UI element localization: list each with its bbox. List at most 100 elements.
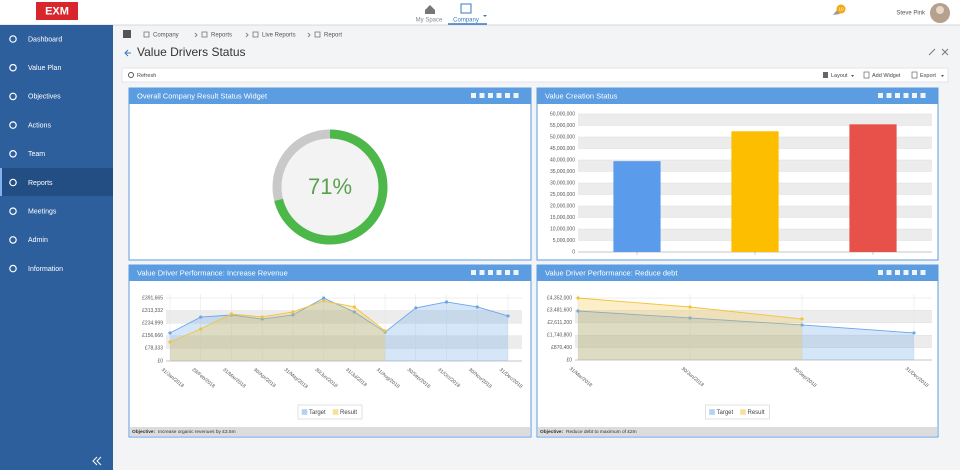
legend-label[interactable]: Result [748, 410, 765, 416]
y-tick-label: £0 [157, 358, 163, 364]
sidebar-icon[interactable] [9, 236, 17, 244]
y-tick-label: 0 [572, 249, 575, 255]
sidebar-icon[interactable] [9, 207, 17, 216]
sidebar-item[interactable]: Objectives [28, 94, 61, 101]
widget-tool-icon[interactable] [920, 270, 926, 275]
collapse-icon[interactable] [92, 456, 102, 466]
widget-tool-icon[interactable] [878, 270, 883, 275]
apps-icon[interactable] [123, 30, 131, 38]
sidebar-icon[interactable] [9, 264, 17, 273]
y-tick-label: 15,000,000 [550, 215, 575, 221]
widget-tool-icon[interactable] [505, 93, 510, 98]
refresh-icon[interactable] [128, 72, 134, 78]
y-tick-label: £313,332 [142, 308, 163, 314]
nav-company[interactable]: Company [453, 18, 479, 24]
crumb[interactable]: Report [324, 33, 342, 39]
legend-label[interactable]: Result [340, 410, 357, 416]
sidebar-item[interactable]: Admin [28, 237, 48, 244]
legend-swatch[interactable] [709, 409, 715, 415]
crumb[interactable]: Reports [211, 33, 232, 39]
widget-tool-icon[interactable] [479, 93, 485, 98]
sidebar-item[interactable]: Information [28, 266, 63, 273]
crumb[interactable]: Live Reports [262, 33, 296, 39]
widget-tool-icon[interactable] [496, 93, 502, 98]
bar [613, 161, 661, 252]
export-caret[interactable] [941, 75, 944, 77]
point [322, 299, 326, 303]
sidebar-item[interactable]: Actions [28, 122, 51, 129]
export-button[interactable]: Export [920, 73, 936, 79]
widget-tool-icon[interactable] [513, 93, 519, 98]
widget-tool-icon[interactable] [471, 270, 476, 275]
widget-tool-icon[interactable] [912, 93, 917, 98]
widget-tool-icon[interactable] [513, 270, 519, 275]
title-icons[interactable] [928, 48, 949, 56]
logo[interactable]: EXM [45, 5, 69, 17]
layout-icon[interactable] [823, 72, 828, 78]
bar [731, 131, 779, 252]
point [168, 331, 172, 335]
sidebar-item[interactable]: Meetings [28, 209, 57, 216]
widget-tool-icon[interactable] [886, 270, 892, 275]
nav-my-space[interactable]: My Space [416, 18, 443, 24]
sidebar-item[interactable]: Team [28, 151, 45, 158]
widget-tool-icon[interactable] [479, 270, 485, 275]
sidebar-icon[interactable] [9, 150, 17, 158]
crumb-icon [143, 31, 150, 38]
widget-tool-icon[interactable] [895, 270, 900, 275]
widget-tool-icon[interactable] [505, 270, 510, 275]
widget-tool-icon[interactable] [496, 270, 502, 275]
point [199, 327, 203, 331]
widgets: Overall Company Result Status Widget 71% V… [128, 87, 939, 438]
add-widget-button[interactable]: Add Widget [872, 73, 901, 79]
objective-text: Reduce debt to maximum of £2m [566, 429, 637, 435]
sidebar-icon[interactable] [9, 63, 17, 72]
point [383, 329, 387, 333]
widget-tool-icon[interactable] [903, 93, 909, 98]
company-icon[interactable] [460, 3, 472, 14]
widget-tool-icon[interactable] [488, 270, 493, 275]
bell-icon[interactable] [833, 10, 840, 15]
sidebar-item[interactable]: Dashboard [28, 36, 62, 43]
legend-swatch[interactable] [740, 409, 746, 415]
widget-tool-icon[interactable] [920, 93, 926, 98]
legend-label[interactable]: Target [717, 410, 734, 416]
top-bar [0, 0, 960, 25]
widget-tool-icon[interactable] [471, 93, 476, 98]
home-icon[interactable] [425, 5, 435, 14]
user-name[interactable]: Steve Pink [896, 11, 926, 17]
layout-caret[interactable] [851, 75, 854, 77]
logo-box[interactable] [36, 2, 78, 20]
legend-label[interactable]: Target [309, 410, 326, 416]
badge[interactable] [836, 4, 846, 14]
nav-caret[interactable] [483, 15, 487, 17]
sidebar-item[interactable]: Value Plan [28, 65, 61, 72]
widget-title: Value Driver Performance: Reduce debt [545, 268, 678, 277]
sidebar-icon[interactable] [9, 35, 17, 43]
widget-tool-icon[interactable] [488, 93, 493, 98]
sidebar-active-accent [0, 168, 2, 196]
sidebar-icon[interactable] [9, 178, 17, 187]
widget-tool-icon[interactable] [912, 270, 917, 275]
sidebar-icon[interactable] [9, 92, 17, 101]
crumb[interactable]: Company [153, 33, 179, 39]
widget-tool-icon[interactable] [886, 93, 892, 98]
back-arrow[interactable] [124, 49, 131, 57]
legend-swatch[interactable] [301, 409, 308, 415]
grid-band [166, 310, 522, 324]
sidebar-item[interactable]: Reports [28, 180, 53, 187]
widget-tool-icon[interactable] [895, 93, 900, 98]
legend [705, 404, 770, 420]
legend-swatch[interactable] [332, 409, 339, 415]
widget-tool-icon[interactable] [903, 270, 909, 275]
y-tick-label: £78,333 [145, 346, 163, 352]
point [800, 317, 804, 321]
layout-button[interactable]: Layout [831, 73, 848, 79]
sidebar-icon[interactable] [9, 121, 17, 129]
widget-tool-icon[interactable] [878, 93, 883, 98]
refresh-button[interactable]: Refresh [137, 73, 156, 79]
add-widget-icon[interactable] [863, 71, 870, 79]
y-tick-label: £4,352,000 [547, 295, 572, 301]
export-icon[interactable] [911, 71, 918, 79]
donut-label: 71% [308, 174, 352, 199]
